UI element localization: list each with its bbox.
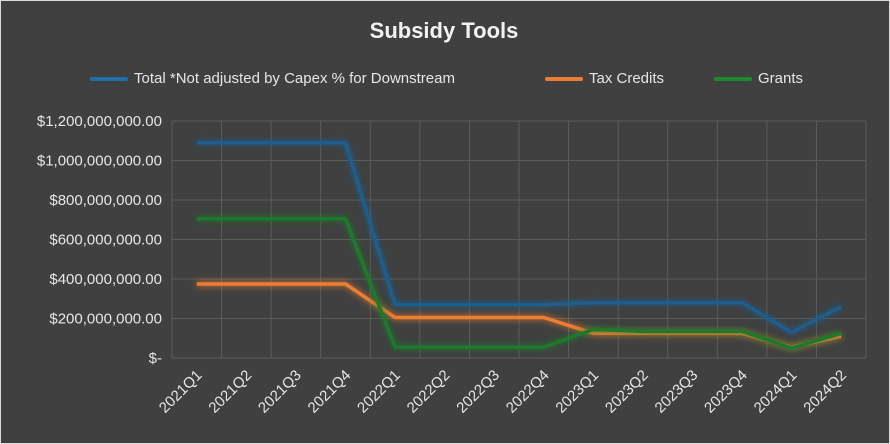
legend-label-grants: Grants: [758, 70, 804, 87]
x-tick-label: 2023Q1: [552, 367, 602, 417]
series-line-total: [196, 140, 843, 335]
legend-label-total: Total *Not adjusted by Capex % for Downs…: [134, 70, 455, 87]
y-tick-label: $600,000,000.00: [49, 232, 162, 249]
x-tick-label: 2022Q1: [354, 367, 404, 417]
x-tick-label: 2022Q4: [503, 367, 553, 417]
x-tick-label: 2024Q1: [751, 367, 801, 417]
gridlines: [171, 120, 867, 359]
x-tick-label: 2021Q1: [156, 367, 206, 417]
legend: Total *Not adjusted by Capex % for Downs…: [0, 70, 888, 92]
legend-item-grants: Grants: [714, 70, 803, 87]
legend-item-total: Total *Not adjusted by Capex % for Downs…: [90, 70, 455, 87]
y-axis-ticks: $- $200,000,000.00 $400,000,000.00 $600,000…: [37, 113, 162, 367]
x-tick-label: 2021Q2: [205, 367, 255, 417]
x-tick-label: 2023Q3: [652, 367, 702, 417]
series-lines: [196, 140, 843, 350]
x-tick-label: 2021Q4: [305, 367, 355, 417]
legend-label-tax-credits: Tax Credits: [589, 70, 665, 87]
y-tick-label: $-: [149, 350, 162, 367]
legend-item-tax-credits: Tax Credits: [545, 70, 664, 87]
x-tick-label: 2023Q4: [701, 367, 751, 417]
legend-swatch-grants: [714, 76, 752, 81]
legend-swatch-tax-credits: [545, 76, 583, 81]
chart-title: Subsidy Tools: [369, 18, 519, 43]
y-tick-label: $1,000,000,000.00: [37, 153, 162, 170]
y-tick-label: $200,000,000.00: [49, 311, 162, 328]
series-line-tax-credits: [196, 282, 842, 349]
x-tick-label: 2021Q3: [255, 367, 305, 417]
series-line-grants: [196, 217, 842, 350]
x-tick-label: 2024Q2: [800, 367, 850, 417]
x-tick-label: 2023Q2: [602, 367, 652, 417]
x-tick-label: 2022Q3: [453, 367, 503, 417]
y-tick-label: $800,000,000.00: [49, 192, 162, 209]
legend-swatch-total: [90, 76, 128, 81]
x-tick-label: 2022Q2: [404, 367, 454, 417]
y-tick-label: $400,000,000.00: [49, 271, 162, 288]
y-tick-label: $1,200,000,000.00: [37, 113, 162, 130]
x-axis-ticks: 2021Q1 2021Q2 2021Q3 2021Q4 2022Q1 2022Q2 2022…: [156, 367, 850, 417]
